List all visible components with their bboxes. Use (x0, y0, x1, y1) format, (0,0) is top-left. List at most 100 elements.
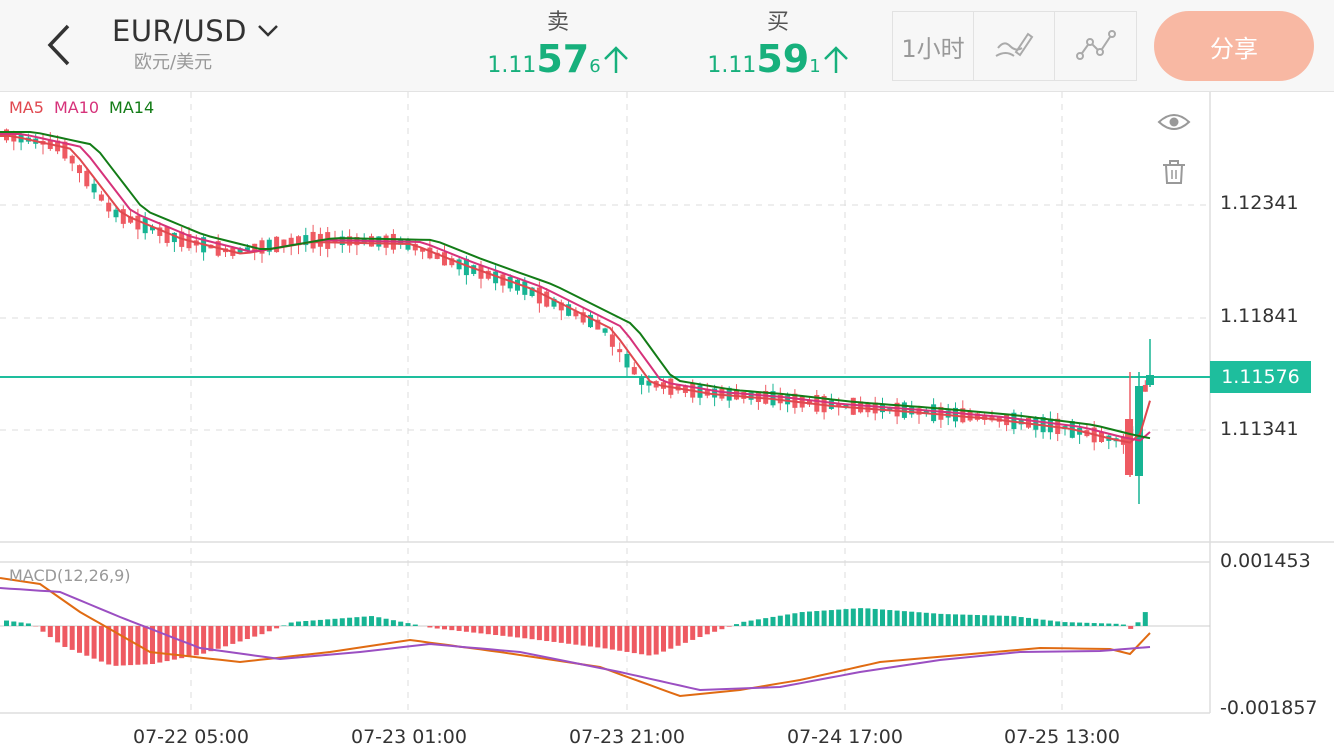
macd-histogram-bar (120, 626, 126, 666)
candle-body (522, 281, 528, 295)
price-tick-1: 1.12341 (1220, 192, 1299, 214)
macd-histogram-bar (186, 626, 192, 657)
macd-histogram-bar (580, 626, 586, 646)
eye-icon[interactable] (1157, 109, 1191, 135)
macd-histogram-bar (376, 617, 382, 626)
macd-histogram-bar (770, 616, 776, 626)
macd-histogram-bar (880, 609, 885, 626)
candle-body (449, 258, 455, 266)
macd-top-tick: 0.001453 (1220, 550, 1311, 572)
macd-histogram-bar (858, 608, 864, 626)
macd-histogram-bar (777, 615, 783, 626)
macd-histogram-bar (602, 626, 608, 649)
candlestick-chart[interactable] (0, 92, 1334, 750)
macd-histogram-bar (1142, 612, 1148, 626)
candle-body (916, 408, 922, 415)
candle-body (639, 376, 645, 385)
macd-histogram-bar (536, 626, 542, 641)
candle-body (150, 226, 155, 231)
candle-body (500, 274, 506, 286)
macd-histogram-bar (631, 626, 637, 654)
candle-body (967, 411, 973, 421)
candle-body (157, 227, 163, 236)
macd-histogram-bar (237, 626, 243, 642)
candle-body (858, 401, 864, 413)
candle-body (901, 402, 907, 418)
macd-histogram-bar (945, 614, 951, 626)
draw-button[interactable] (974, 12, 1055, 80)
macd-histogram-bar (325, 619, 331, 626)
time-tick-4: 07-24 17:00 (786, 726, 903, 748)
price-tick-3: 1.11341 (1220, 418, 1299, 440)
macd-histogram-bar (113, 626, 119, 666)
candle-body (244, 247, 250, 252)
macd-histogram-bar (588, 626, 593, 647)
macd-histogram-bar (682, 626, 688, 643)
candle-body (894, 402, 900, 417)
macd-histogram-bar (25, 623, 31, 626)
macd-histogram-bar (69, 626, 75, 650)
macd-histogram-bar (690, 626, 696, 640)
sell-quote[interactable]: 卖 1.11 57 6 (478, 4, 638, 78)
macd-histogram-bar (310, 620, 316, 626)
candle-body (288, 237, 294, 247)
macd-histogram-bar (624, 626, 630, 652)
buy-price: 1.11 59 1 (698, 37, 858, 81)
macd-histogram-bar (755, 619, 761, 626)
macd-histogram-bar (573, 626, 579, 645)
candle-body (69, 155, 75, 164)
macd-histogram-bar (668, 626, 674, 649)
macd-histogram-bar (989, 615, 995, 626)
macd-histogram-bar (763, 618, 769, 626)
candle-body (303, 235, 309, 246)
pair-selector[interactable]: EUR/USD (112, 14, 247, 48)
buy-price-tiny: 1 (809, 56, 821, 77)
interval-button[interactable]: 1小时 (893, 12, 974, 80)
macd-histogram-bar (405, 623, 411, 626)
macd-histogram-bar (544, 626, 550, 642)
candle-body (98, 194, 104, 201)
macd-histogram-bar (529, 626, 535, 640)
chevron-down-icon[interactable] (256, 20, 280, 42)
macd-histogram-bar (865, 608, 871, 626)
candle-body (880, 404, 885, 413)
macd-histogram-bar (726, 626, 732, 627)
back-button[interactable] (40, 22, 80, 68)
candle-body (471, 265, 477, 274)
share-button[interactable]: 分享 (1154, 11, 1314, 81)
macd-dea-line (0, 587, 1151, 692)
candle-body (719, 388, 725, 399)
macd-histogram-bar (704, 626, 710, 635)
legend-ma14: MA14 (109, 98, 155, 117)
macd-histogram-bar (566, 626, 572, 644)
candle-body (164, 226, 170, 243)
macd-histogram-bar (208, 626, 214, 652)
macd-histogram-bar (1084, 622, 1090, 626)
macd-histogram-bar (55, 626, 61, 643)
ma10-line (0, 133, 1151, 442)
candle-body (712, 388, 718, 398)
pair-subtitle: 欧元/美元 (134, 52, 213, 73)
macd-histogram-bar (821, 610, 827, 626)
macd-histogram-bar (1091, 623, 1097, 626)
macd-histogram-bar (916, 612, 922, 626)
arrow-up-icon (603, 46, 628, 73)
macd-histogram-bar (1120, 624, 1126, 626)
candle-body (296, 236, 301, 246)
macd-histogram-bar (931, 613, 937, 626)
moving-average-lines (0, 131, 1151, 444)
trash-icon[interactable] (1160, 158, 1188, 186)
macd-histogram-bar (4, 620, 9, 626)
macd-histogram-bar (106, 626, 112, 665)
candle-body (595, 319, 601, 330)
candle-body (872, 402, 878, 414)
buy-price-big: 59 (756, 37, 810, 81)
macd-histogram-bar (179, 626, 185, 659)
macd-histogram-bar (558, 626, 564, 643)
macd-histogram-bar (485, 626, 491, 635)
candle-body (493, 271, 499, 284)
indicator-button[interactable] (1055, 12, 1136, 80)
candle-body (171, 232, 177, 243)
buy-quote[interactable]: 买 1.11 59 1 (698, 4, 858, 78)
macd-histogram-bar (193, 626, 199, 656)
